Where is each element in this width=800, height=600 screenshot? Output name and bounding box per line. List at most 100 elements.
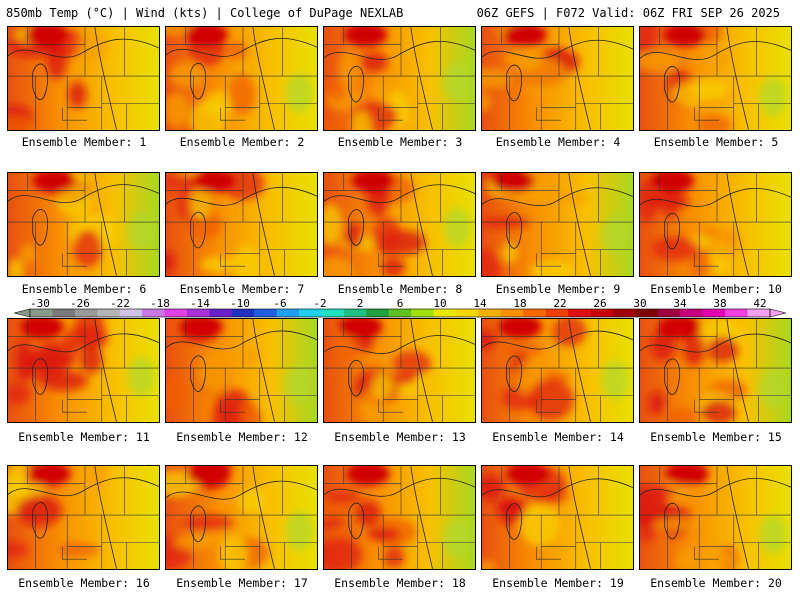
ensemble-member-label: Ensemble Member: 4 (495, 135, 621, 149)
temperature-contours (482, 319, 633, 422)
ensemble-member-map (165, 172, 318, 277)
ensemble-member-label: Ensemble Member: 7 (179, 282, 305, 296)
temperature-map (640, 466, 791, 569)
ensemble-member-label: Ensemble Member: 17 (176, 576, 308, 590)
state-boundaries (482, 27, 633, 130)
colorbar-segment (725, 309, 748, 317)
ensemble-member-map (323, 465, 476, 570)
colorbar-segment (276, 309, 300, 317)
colorbar-segment (747, 309, 771, 317)
colorbar-tick-label: -18 (150, 298, 170, 310)
colorbar-tick-label: 6 (397, 298, 404, 310)
colorbar-segment (30, 309, 53, 317)
ensemble-member-map (165, 318, 318, 423)
state-boundaries (324, 173, 475, 276)
temperature-contours (324, 466, 475, 569)
state-boundaries (324, 319, 475, 422)
colorbar-segment (119, 309, 143, 317)
colorbar-tick-label: 22 (553, 298, 566, 310)
state-boundaries (166, 319, 317, 422)
state-boundaries (324, 27, 475, 130)
ensemble-member-label: Ensemble Member: 14 (492, 430, 624, 444)
colorbar-segment (478, 309, 502, 317)
temperature-map (324, 27, 475, 130)
colorbar-tick-label: -6 (273, 298, 286, 310)
ensemble-member-map (165, 26, 318, 131)
colorbar-tick-label: -30 (30, 298, 50, 310)
colorbar-segment (321, 309, 345, 317)
temperature-anomaly-blobs (482, 319, 630, 421)
temperature-anomaly-blobs (640, 27, 788, 130)
temperature-anomaly-blobs (640, 173, 744, 276)
state-boundaries (482, 466, 633, 569)
colorbar-segment (613, 309, 636, 317)
colorbar-segment (523, 309, 547, 317)
temperature-map (166, 319, 317, 422)
temperature-contours (324, 27, 475, 130)
colorbar-tick-label: 26 (593, 298, 606, 310)
colorbar-tick-label: -26 (70, 298, 90, 310)
ensemble-member-label: Ensemble Member: 13 (334, 430, 466, 444)
ensemble-member-label: Ensemble Member: 15 (650, 430, 782, 444)
temperature-map (640, 173, 791, 276)
colorbar-tick-label: -22 (110, 298, 130, 310)
temperature-map (8, 173, 159, 276)
temperature-anomaly-blobs (166, 319, 314, 422)
temperature-contours (8, 173, 159, 276)
temperature-contours (640, 27, 791, 130)
state-boundaries (166, 27, 317, 130)
ensemble-member-map (481, 318, 634, 423)
ensemble-member-label: Ensemble Member: 6 (21, 282, 147, 296)
colorbar-tick-label: 30 (633, 298, 646, 310)
colorbar-segment (388, 309, 412, 317)
colorbar-outline (29, 308, 771, 318)
colorbar-segment (635, 309, 659, 317)
ensemble-member-map (7, 26, 160, 131)
model-run-info: 06Z GEFS | F072 Valid: 06Z FRI SEP 26 20… (476, 6, 780, 20)
ensemble-member-map (481, 172, 634, 277)
colorbar-segment (231, 309, 255, 317)
colorbar-segment (657, 309, 681, 317)
temperature-contours (8, 27, 159, 130)
state-boundaries (482, 319, 633, 422)
ensemble-member-map (323, 26, 476, 131)
temperature-map (482, 466, 633, 569)
temperature-contours (482, 27, 633, 130)
temperature-contours (166, 27, 317, 130)
colorbar-segment (545, 309, 569, 317)
colorbar-segment (209, 309, 233, 317)
colorbar-segment (500, 309, 524, 317)
colorbar-segment (568, 309, 591, 317)
colorbar-segment (456, 309, 479, 317)
colorbar-segment (52, 309, 76, 317)
temperature-anomaly-blobs (324, 173, 472, 276)
temperature-map (482, 27, 633, 130)
colorbar-segment (411, 309, 434, 317)
colorbar-tick-label: 10 (433, 298, 446, 310)
colorbar-segment (366, 309, 390, 317)
ensemble-member-label: Ensemble Member: 20 (650, 576, 782, 590)
colorbar-segment (680, 309, 704, 317)
colorbar-tick-label: 18 (513, 298, 526, 310)
temperature-contours (482, 173, 633, 276)
ensemble-member-label: Ensemble Member: 16 (18, 576, 150, 590)
temperature-map (324, 173, 475, 276)
temperature-anomaly-blobs (324, 466, 472, 569)
temperature-map (640, 27, 791, 130)
state-boundaries (166, 466, 317, 569)
temperature-contours (166, 466, 317, 569)
colorbar-tick-label: 38 (713, 298, 726, 310)
temperature-anomaly-blobs (482, 27, 580, 112)
temperature-map (8, 466, 159, 569)
temperature-anomaly-blobs (640, 466, 788, 569)
ensemble-member-map (639, 318, 792, 423)
state-boundaries (640, 173, 791, 276)
temperature-contours (166, 173, 317, 276)
state-boundaries (8, 319, 159, 422)
ensemble-member-map (7, 465, 160, 570)
ensemble-member-label: Ensemble Member: 1 (21, 135, 147, 149)
ensemble-member-map (7, 172, 160, 277)
state-boundaries (482, 173, 633, 276)
ensemble-member-label: Ensemble Member: 2 (179, 135, 305, 149)
colorbar-segment (433, 309, 457, 317)
